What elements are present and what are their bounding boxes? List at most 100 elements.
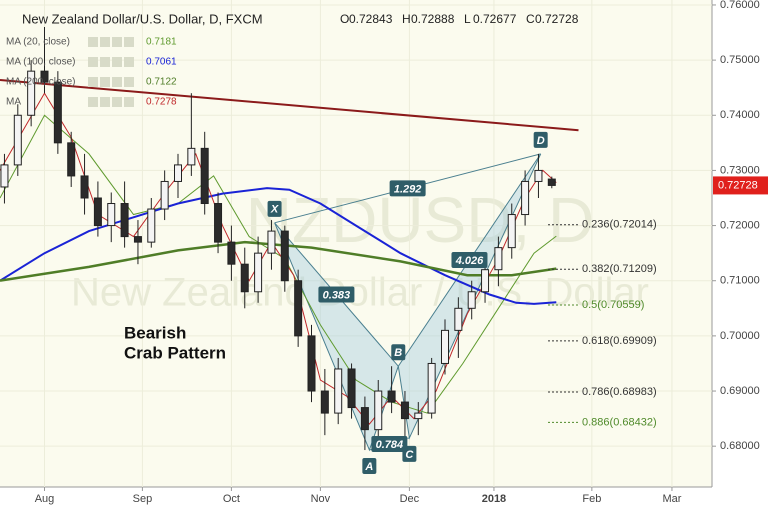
indicator-icon	[88, 97, 98, 107]
candle-body	[80, 175, 89, 199]
y-tick-label: 0.70000	[720, 330, 760, 342]
fib-label: 0.618(0.69909)	[582, 335, 657, 347]
indicator-name: MA (100, close)	[6, 57, 75, 68]
pattern-point-box	[267, 200, 282, 217]
pattern-point-box	[533, 131, 548, 148]
pattern-point-label: C	[405, 449, 414, 461]
candle-body	[187, 147, 196, 166]
candle-body	[240, 263, 249, 293]
candle-body	[467, 291, 476, 309]
indicator-icon	[112, 97, 122, 107]
trendline	[0, 79, 579, 132]
chart-title: New Zealand Dollar/U.S. Dollar, D, FXCM	[22, 11, 263, 26]
candle-body	[93, 197, 102, 227]
candle-body	[334, 368, 343, 414]
watermark: New Zealand Dollar / U.S. Dollar	[71, 271, 649, 315]
pattern-point-label: X	[270, 204, 279, 216]
ratio-label: 4.026	[455, 255, 484, 267]
y-tick-label: 0.71000	[720, 275, 760, 287]
y-tick-label: 0.69000	[720, 385, 760, 397]
header: O 0.72843 H 0.72888 L 0.72677 C 0.72728 MA (20, …	[6, 12, 579, 107]
y-tick-label: 0.68000	[720, 440, 760, 452]
ohlc-key: H	[402, 12, 411, 26]
x-tick-label: Aug	[35, 493, 55, 505]
pattern-point-label: B	[394, 347, 402, 359]
candle-body	[534, 169, 543, 182]
candle-body	[254, 252, 263, 293]
pattern-point-box	[362, 458, 377, 475]
fib-label: 0.786(0.68983)	[582, 386, 657, 398]
ohlc-value: 0.72888	[411, 12, 455, 26]
candle-body	[174, 164, 182, 182]
candle-body	[27, 70, 36, 116]
indicator-icon	[100, 77, 110, 87]
x-tick-label: Oct	[223, 493, 240, 505]
candle-body	[481, 269, 490, 293]
y-tick-label: 0.73000	[720, 164, 760, 176]
candle-body	[40, 70, 49, 83]
x-tick-label: 2018	[482, 493, 506, 505]
fib-label: 0.886(0.68432)	[582, 416, 657, 428]
pattern-point-box	[391, 344, 406, 361]
candle-body	[374, 390, 383, 431]
candle-body	[147, 208, 156, 243]
candle-body	[547, 178, 556, 186]
indicator-icon	[112, 77, 122, 87]
pattern-point-label: A	[364, 461, 373, 473]
indicator-icon	[88, 37, 98, 47]
indicator-icon	[124, 77, 134, 87]
fib-label: 0.236(0.72014)	[582, 219, 657, 231]
last-price-label: 0.72728	[718, 179, 758, 191]
x-tick-label: Mar	[662, 493, 681, 505]
y-tick-label: 0.72000	[720, 219, 760, 231]
candle-body	[53, 81, 62, 144]
candle-body	[360, 407, 369, 431]
x-tick-label: Nov	[311, 493, 331, 505]
ratio-label: 0.784	[376, 439, 404, 451]
ratio-box	[451, 252, 488, 269]
candle-body	[400, 401, 409, 420]
indicator-value: 0.7278	[146, 97, 177, 108]
candle-body	[13, 114, 22, 166]
ratio-label: 1.292	[394, 183, 422, 195]
candle-body	[307, 335, 316, 392]
x-tick-label: Feb	[582, 493, 601, 505]
x-tick-label: Dec	[400, 493, 420, 505]
indicator-name: MA	[6, 97, 21, 108]
ohlc-value: 0.72677	[473, 12, 517, 26]
y-tick-label: 0.75000	[720, 54, 760, 66]
pattern-point-label: D	[537, 135, 545, 147]
candle-body	[507, 214, 516, 249]
candle-body	[227, 241, 236, 265]
ratio-label: 0.383	[323, 289, 351, 301]
candle-body	[107, 203, 116, 227]
candle-body	[160, 180, 169, 210]
candle-body	[521, 180, 530, 216]
indicator-icon	[100, 37, 110, 47]
indicator-value: 0.7122	[146, 77, 177, 88]
indicator-icon	[112, 37, 122, 47]
indicator-icon	[124, 57, 134, 67]
indicator-value: 0.7181	[146, 37, 177, 48]
candle-body	[494, 247, 503, 271]
ohlc-key: C	[526, 12, 535, 26]
x-tick-label: Sep	[133, 493, 153, 505]
indicator-name: MA (20, close)	[6, 37, 70, 48]
indicator-icon	[124, 37, 134, 47]
indicator-icon	[112, 57, 122, 67]
price-axis-bg	[712, 0, 768, 514]
y-tick-label: 0.74000	[720, 109, 760, 121]
fib-label: 0.5(0.70559)	[582, 299, 644, 311]
y-tick-label: 0.76000	[720, 0, 760, 11]
ratio-box	[371, 435, 408, 452]
annotation: Crab Pattern	[124, 343, 226, 362]
last-price-box	[713, 176, 768, 195]
indicator-icon	[100, 57, 110, 67]
candle-body	[320, 390, 329, 414]
plot: X A B C D 1.292 0.383 4.026 0.784 0.236(0.72014) 0…	[0, 0, 712, 487]
indicator-icon	[88, 77, 98, 87]
ratio-box	[389, 180, 426, 197]
indicator-value: 0.7061	[146, 57, 177, 68]
